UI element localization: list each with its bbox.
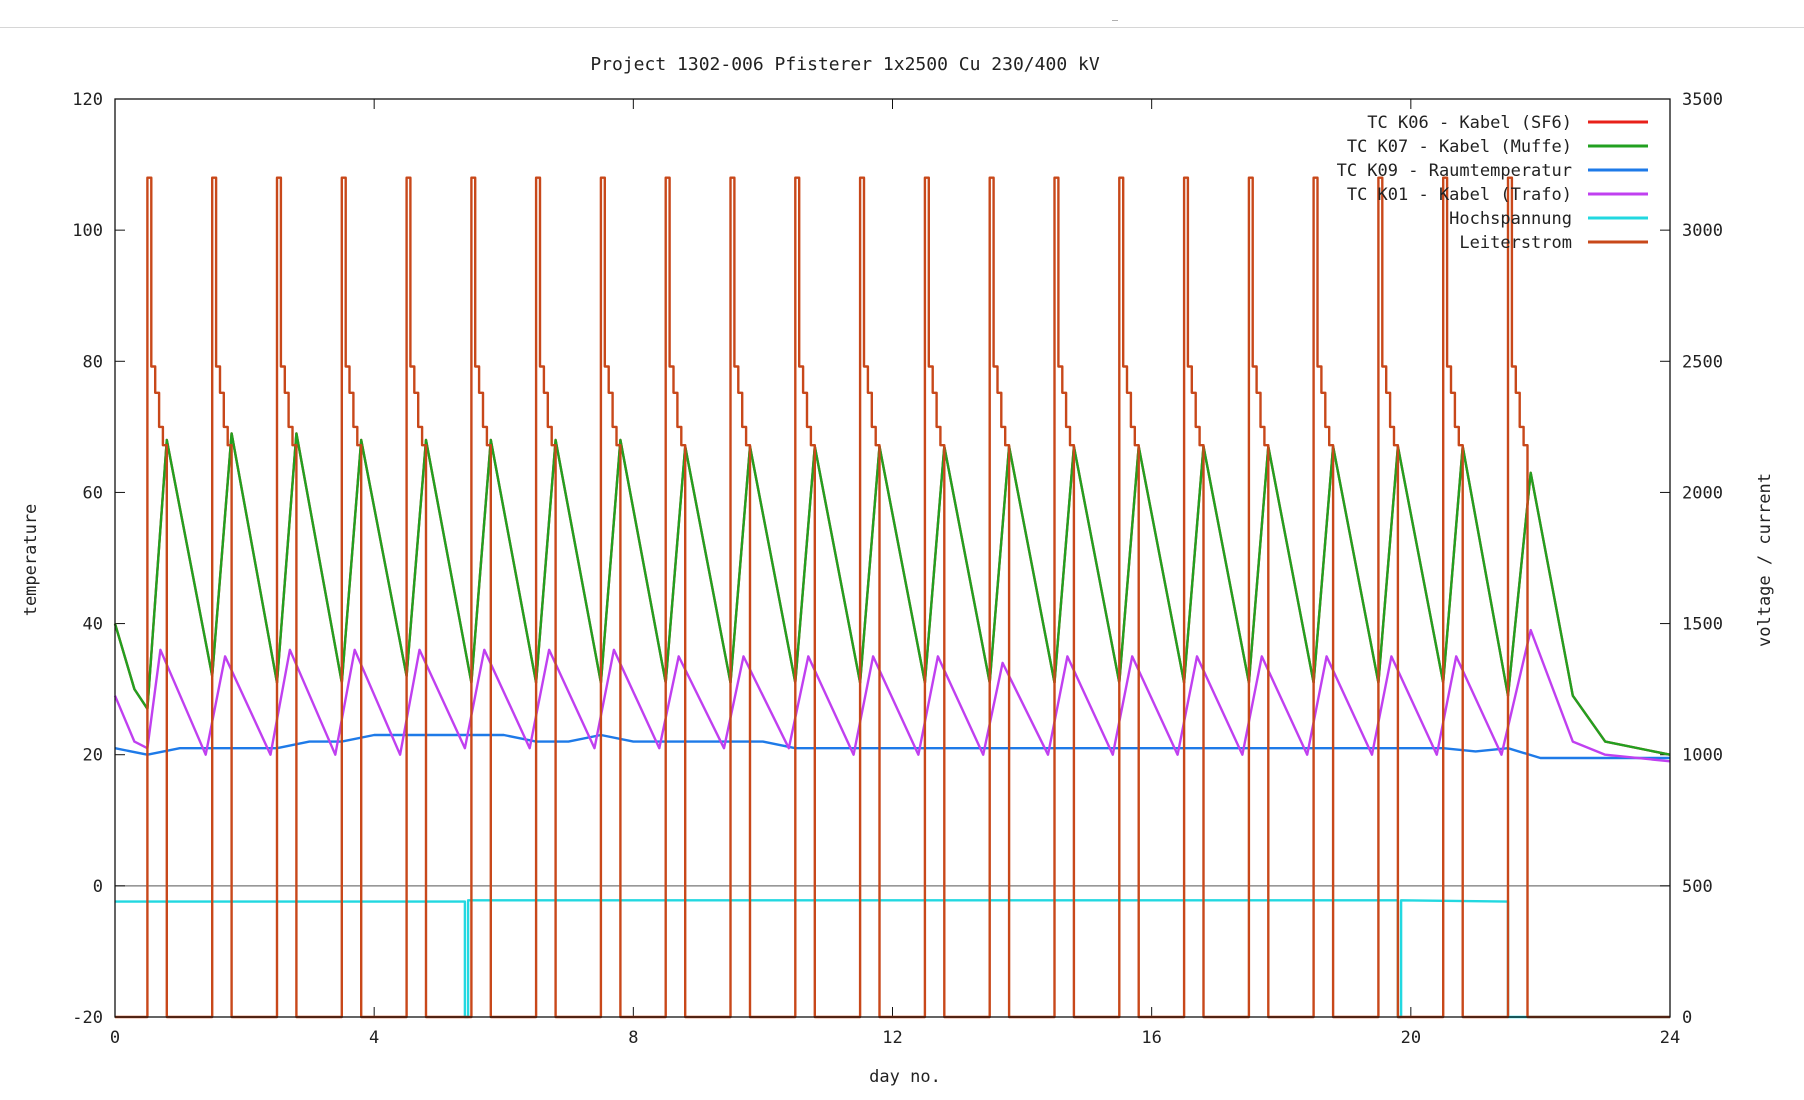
x-tick-label: 0 [110,1028,120,1048]
x-tick-label: 4 [369,1028,379,1048]
window-top-tick [1112,20,1118,21]
y2-tick-label: 2000 [1682,483,1723,503]
plot-frame [114,98,1671,1018]
series-lines [113,176,1671,1019]
y2-tick-label: 500 [1682,877,1713,897]
y-tick-label: 100 [72,221,103,241]
y-axis-label: temperature [21,504,41,617]
y-tick-label: 60 [83,483,103,503]
y2-tick-label: 2500 [1682,352,1723,372]
legend-label: TC K06 - Kabel (SF6) [1367,113,1572,133]
y2-axis-label: voltage / current [1755,473,1775,647]
y-tick-label: 80 [83,352,103,372]
legend-label: Hochspannung [1449,209,1572,229]
series-line-2 [113,432,1671,756]
y2-tick-label: 0 [1682,1008,1692,1028]
x-tick-label: 24 [1660,1028,1680,1048]
y2-tick-label: 3000 [1682,221,1723,241]
window-top-rule [0,27,1804,28]
legend-label: TC K01 - Kabel (Trafo) [1347,185,1572,205]
x-tick-label: 16 [1141,1028,1161,1048]
x-tick-label: 12 [882,1028,902,1048]
legend-label: TC K07 - Kabel (Muffe) [1347,137,1572,157]
x-tick-label: 20 [1401,1028,1421,1048]
series-line-4 [113,628,1671,763]
axis-ticks: 0 4 8 12 16 20 24 -20 0 20 40 60 80 100 120 0 500 1000 150… [72,90,1723,1048]
y2-tick-label: 1500 [1682,615,1723,635]
legend-label: Leiterstrom [1459,233,1572,253]
y2-tick-label: 1000 [1682,746,1723,766]
chart-title: Project 1302-006 Pfisterer 1x2500 Cu 230… [590,54,1099,75]
legend-label: TC K09 - Raumtemperatur [1337,161,1572,181]
y-tick-label: 40 [83,615,103,635]
chart-legend: TC K06 - Kabel (SF6) TC K07 - Kabel (Muff… [1337,113,1648,253]
y2-tick-label: 3500 [1682,90,1723,110]
x-axis-label: day no. [869,1067,941,1087]
series-line-5 [115,899,1670,1019]
x-tick-label: 8 [628,1028,638,1048]
y-tick-label: 120 [72,90,103,110]
y-tick-label: -20 [72,1008,103,1028]
y-tick-label: 0 [93,877,103,897]
y-tick-label: 20 [83,746,103,766]
